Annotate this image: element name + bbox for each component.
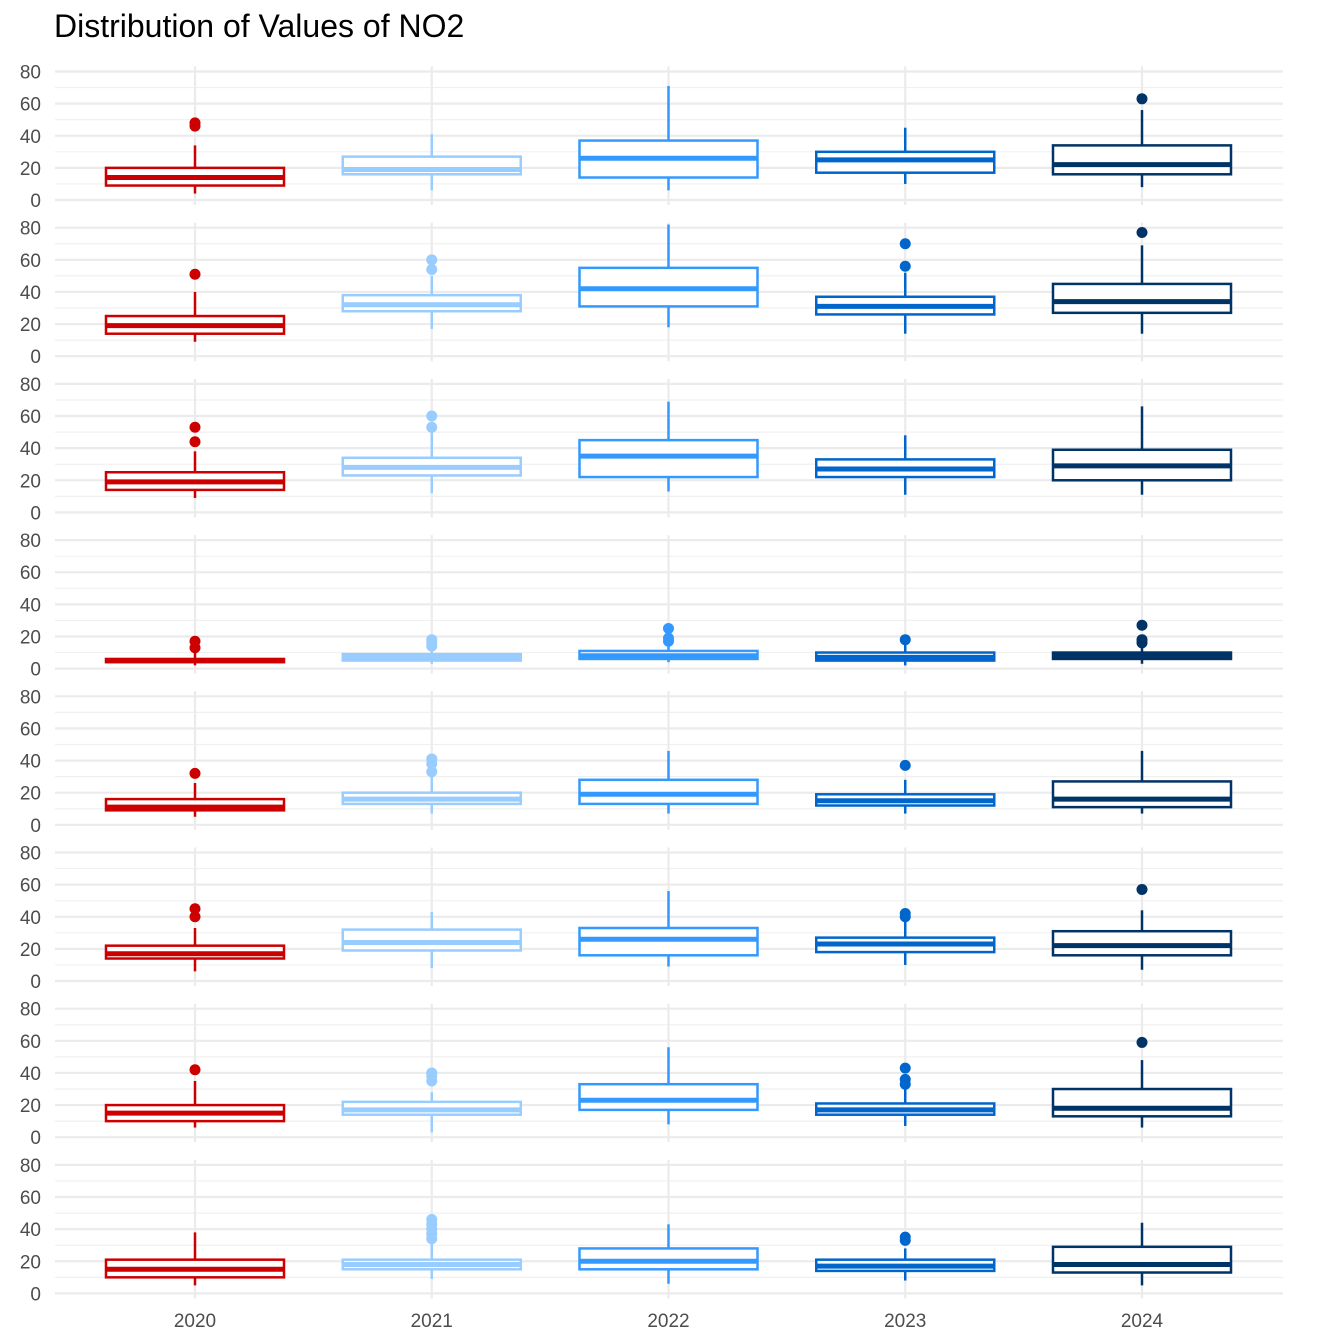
y-tick-label: 0: [30, 503, 41, 524]
y-tick-label: 40: [20, 752, 41, 773]
facet-strip-label: Eixample: [1293, 249, 1316, 335]
y-tick-label: 20: [20, 940, 41, 961]
y-tick-label: 0: [30, 816, 41, 837]
facet-strip-label: Ciutadella: [1293, 89, 1316, 183]
outlier-point: [1136, 1036, 1148, 1048]
y-tick-label: 80: [20, 531, 41, 552]
outlier-point: [189, 117, 201, 129]
outlier-point: [663, 632, 674, 644]
facet-strip-label: Poblenou: [1293, 872, 1316, 961]
x-tick-label: 2024: [1121, 1311, 1164, 1332]
outlier-point: [189, 1064, 201, 1076]
outlier-point: [426, 1067, 438, 1079]
outlier-point: [189, 767, 201, 779]
outlier-point: [899, 759, 911, 771]
outlier-point: [1136, 619, 1148, 631]
x-tick-label: 2021: [411, 1311, 453, 1332]
y-tick-label: 0: [30, 1128, 41, 1149]
outlier-point: [189, 635, 201, 647]
outlier-point: [899, 260, 911, 272]
y-tick-label: 80: [20, 219, 41, 240]
facet-strip-label: Vall Hebron: [1293, 1175, 1316, 1283]
y-tick-label: 0: [30, 1284, 41, 1305]
y-tick-label: 60: [20, 407, 41, 428]
outlier-point: [1136, 883, 1148, 895]
y-tick-label: 60: [20, 95, 41, 116]
outlier-point: [1136, 227, 1148, 239]
y-tick-label: 20: [20, 159, 41, 180]
y-tick-label: 60: [20, 719, 41, 740]
y-tick-label: 40: [20, 1220, 41, 1241]
outlier-point: [426, 421, 438, 433]
facet-strip-label: Observatori Fabra: [1293, 520, 1316, 690]
facet-strip-label: Gràcia: [1293, 417, 1316, 479]
y-tick-label: 60: [20, 563, 41, 584]
y-tick-label: 80: [20, 687, 41, 708]
y-tick-label: 40: [20, 127, 41, 148]
box-body: [1051, 780, 1233, 809]
outlier-point: [426, 410, 438, 422]
chart-title: Distribution of Values of NO2: [54, 8, 465, 44]
outlier-point: [189, 421, 201, 433]
outlier-point: [426, 263, 438, 275]
y-tick-label: 20: [20, 1252, 41, 1273]
outlier-point: [899, 908, 911, 920]
y-tick-label: 40: [20, 439, 41, 460]
x-tick-label: 2023: [884, 1311, 926, 1332]
outlier-point: [426, 634, 438, 646]
outlier-point: [899, 238, 911, 250]
box-body: [1051, 144, 1233, 176]
outlier-point: [426, 1214, 438, 1226]
outlier-point: [1136, 93, 1148, 105]
y-tick-label: 0: [30, 191, 41, 212]
y-tick-label: 0: [30, 660, 41, 681]
outlier-point: [1136, 634, 1148, 646]
facet-strip-label: Sants: [1293, 1046, 1316, 1100]
y-tick-label: 40: [20, 908, 41, 929]
box-body: [1051, 282, 1233, 315]
outlier-point: [899, 1062, 911, 1074]
y-tick-label: 20: [20, 471, 41, 492]
outlier-point: [426, 254, 438, 266]
outlier-point: [189, 903, 201, 915]
y-tick-label: 80: [20, 375, 41, 396]
box-body: [1051, 1245, 1233, 1274]
y-tick-label: 80: [20, 844, 41, 865]
facet-strip-label: Palau Reial: [1293, 707, 1316, 814]
y-tick-label: 40: [20, 1064, 41, 1085]
outlier-point: [899, 1073, 911, 1085]
y-tick-label: 40: [20, 595, 41, 616]
outlier-point: [899, 1231, 911, 1243]
x-tick-label: 2020: [174, 1311, 216, 1332]
y-tick-label: 20: [20, 315, 41, 336]
y-tick-label: 40: [20, 283, 41, 304]
y-tick-label: 60: [20, 1188, 41, 1209]
outlier-point: [899, 634, 911, 646]
y-tick-label: 20: [20, 784, 41, 805]
y-tick-label: 60: [20, 876, 41, 897]
box-body: [1051, 1087, 1233, 1118]
y-tick-label: 20: [20, 627, 41, 648]
x-tick-label: 2022: [647, 1311, 689, 1332]
y-tick-label: 0: [30, 347, 41, 368]
outlier-point: [426, 766, 438, 778]
y-tick-label: 60: [20, 251, 41, 272]
y-tick-label: 80: [20, 63, 41, 84]
y-tick-label: 80: [20, 1156, 41, 1177]
y-tick-label: 60: [20, 1032, 41, 1053]
outlier-point: [189, 436, 201, 448]
y-tick-label: 20: [20, 1096, 41, 1117]
outlier-point: [189, 911, 201, 923]
y-tick-label: 80: [20, 1000, 41, 1021]
outlier-point: [189, 268, 201, 280]
outlier-point: [663, 622, 674, 634]
outlier-point: [426, 753, 438, 765]
y-tick-label: 0: [30, 972, 41, 993]
box-body: [578, 1082, 759, 1112]
